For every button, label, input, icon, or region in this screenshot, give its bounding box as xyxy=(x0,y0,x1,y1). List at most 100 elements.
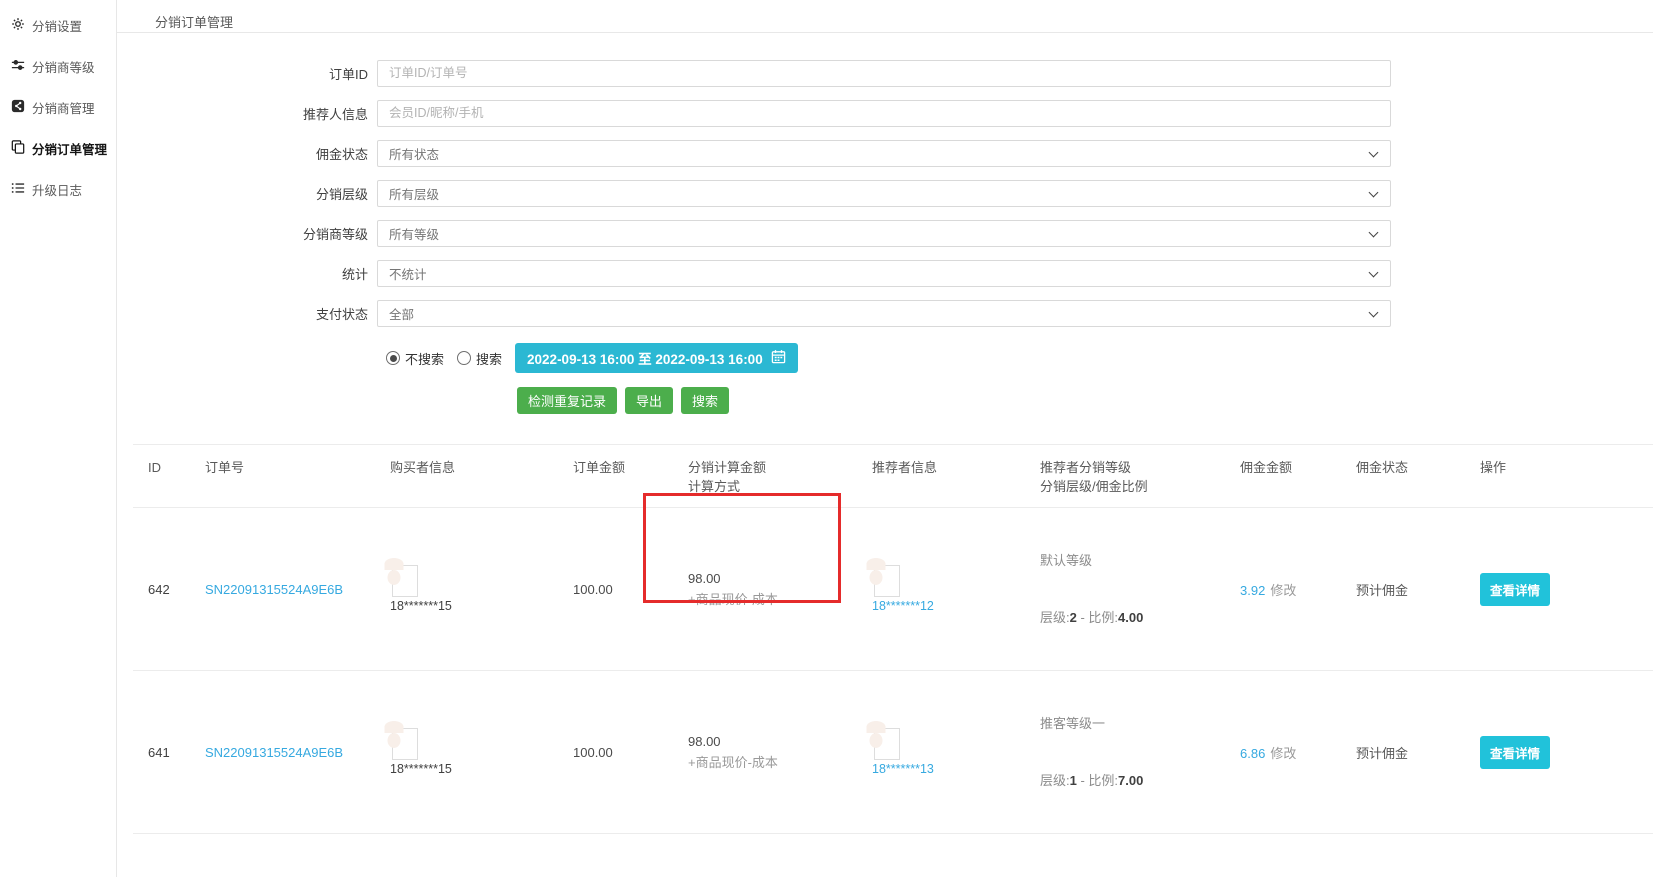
radio-search[interactable]: 搜索 xyxy=(457,349,502,368)
filter-label: 分销层级 xyxy=(315,186,368,202)
calc-method: +商品现价-成本 xyxy=(688,754,778,770)
view-detail-button[interactable]: 查看详情 xyxy=(1480,572,1551,606)
filter-select[interactable]: 全部 xyxy=(377,299,1391,327)
filter-select[interactable]: 所有状态 xyxy=(377,139,1391,167)
radio-search-label: 搜索 xyxy=(476,351,503,367)
order-amount: 100.00 xyxy=(573,581,613,597)
filter-row: 统计 不统计 xyxy=(117,253,1653,293)
sidebar-item-label: 分销商等级 xyxy=(32,61,95,75)
avatar xyxy=(874,565,900,597)
header-line1: 分销计算金额 xyxy=(688,460,767,475)
buyer-info: 18*******15 xyxy=(390,565,573,613)
header-line1: 订单金额 xyxy=(573,460,626,475)
table-row: 640 SN220913143156079C 18*******15 100.0… xyxy=(133,833,1653,877)
filter-text-input[interactable] xyxy=(377,99,1391,127)
sidebar-item-label: 升级日志 xyxy=(32,184,83,198)
table-header-cell: 推荐者分销等级 分销层级/佣金比例 xyxy=(1040,458,1240,496)
table-row: 641 SN22091315524A9E6B 18*******15 100.0… xyxy=(133,670,1653,833)
level-name: 推客等级一 xyxy=(1040,716,1106,731)
radio-no-search[interactable]: 不搜索 xyxy=(386,349,444,368)
calc-amount: 98.00 xyxy=(688,733,721,749)
table-header-cell: 订单金额 xyxy=(573,458,688,477)
chevron-down-icon xyxy=(1368,307,1379,317)
chevron-down-icon xyxy=(1368,267,1379,277)
referrer-info: 18*******12 xyxy=(872,565,1040,613)
header-line1: 佣金金额 xyxy=(1240,460,1293,475)
filter-row: 订单ID xyxy=(117,53,1653,93)
sidebar-item-distributor-management[interactable]: 分销商管理 xyxy=(0,87,116,128)
commission-cell: 3.92 修改 xyxy=(1240,580,1356,599)
sidebar-item-distributor-levels[interactable]: 分销商等级 xyxy=(0,46,116,87)
commission-edit-link[interactable]: 修改 xyxy=(1270,582,1297,598)
sliders-icon xyxy=(11,58,25,75)
tab-distribution-orders[interactable]: 分销订单管理 xyxy=(155,15,234,30)
header-line1: 推荐者信息 xyxy=(872,460,938,475)
share-icon xyxy=(11,99,25,116)
date-range-button[interactable]: 2022-09-13 16:00 至 2022-09-13 16:00 xyxy=(515,343,798,373)
select-value: 所有等级 xyxy=(389,227,440,242)
header-line2: 计算方式 xyxy=(688,479,741,494)
radio-no-search-control[interactable] xyxy=(386,351,400,365)
radio-search-control[interactable] xyxy=(457,351,472,365)
avatar xyxy=(392,565,418,597)
sidebar-item-label: 分销商管理 xyxy=(32,102,95,116)
order-id: 642 xyxy=(148,581,170,597)
order-number-link[interactable]: SN22091315524A9E6B xyxy=(205,581,344,597)
sidebar-item-label: 分销订单管理 xyxy=(32,143,108,157)
filter-row: 分销层级 所有层级 xyxy=(117,173,1653,213)
export-button[interactable]: 导出 xyxy=(625,387,674,414)
calc-amount-cell: 98.00 +商品现价-成本 xyxy=(688,734,872,771)
view-detail-button[interactable]: 查看详情 xyxy=(1480,735,1551,769)
select-value: 不统计 xyxy=(389,267,427,282)
commission-edit-link[interactable]: 修改 xyxy=(1270,745,1297,761)
chevron-down-icon xyxy=(1368,227,1379,237)
date-range-text: 2022-09-13 16:00 至 2022-09-13 16:00 xyxy=(527,352,763,367)
referrer-info: 18*******13 xyxy=(872,728,1040,776)
level-name: 默认等级 xyxy=(1040,553,1093,568)
referrer-level-cell: 推客等级一 层级:1 - 比例:7.00 xyxy=(1040,676,1240,828)
level-detail: 层级:1 - 比例:7.00 xyxy=(1040,773,1144,788)
commission-cell: 6.86 修改 xyxy=(1240,743,1356,762)
avatar xyxy=(392,728,418,760)
filter-select[interactable]: 所有等级 xyxy=(377,219,1391,247)
header-line1: ID xyxy=(148,460,161,475)
sidebar-item-upgrade-log[interactable]: 升级日志 xyxy=(0,169,116,210)
table-header-cell: 分销计算金额 计算方式 xyxy=(688,458,872,496)
referrer-phone-link[interactable]: 18*******13 xyxy=(872,762,934,776)
main-content: 分销订单管理 订单ID 推荐人信息 佣金状态 所有状态 分销层级 所有层级 分销… xyxy=(117,0,1653,877)
sidebar-item-distribution-orders[interactable]: 分销订单管理 xyxy=(0,128,116,169)
sidebar: 分销设置 分销商等级 分销商管理 分销订单管理 升级日志 xyxy=(0,0,117,877)
buyer-phone: 18*******15 xyxy=(390,762,452,776)
filter-row: 支付状态 全部 xyxy=(117,293,1653,333)
action-cell: 查看详情 xyxy=(1480,572,1653,606)
table-header-cell: 订单号 xyxy=(205,458,390,477)
search-mode-row: 不搜索 搜索 2022-09-13 16:00 至 2022-09-13 16:… xyxy=(386,341,1653,375)
filter-row: 推荐人信息 xyxy=(117,93,1653,133)
filter-row: 佣金状态 所有状态 xyxy=(117,133,1653,173)
calc-method: +商品现价-成本 xyxy=(688,591,778,607)
tab-bar: 分销订单管理 xyxy=(117,0,1653,33)
select-value: 所有状态 xyxy=(389,147,440,162)
search-button[interactable]: 搜索 xyxy=(681,387,730,414)
filter-select[interactable]: 不统计 xyxy=(377,259,1391,287)
chevron-down-icon xyxy=(1368,147,1379,157)
order-amount: 100.00 xyxy=(573,744,613,760)
filter-select[interactable]: 所有层级 xyxy=(377,179,1391,207)
order-number-link[interactable]: SN22091315524A9E6B xyxy=(205,744,344,760)
check-duplicates-button[interactable]: 检测重复记录 xyxy=(517,387,618,414)
sidebar-item-distribution-settings[interactable]: 分销设置 xyxy=(0,5,116,46)
select-value: 全部 xyxy=(389,307,415,322)
calc-amount-cell: 98.00 +商品现价-成本 xyxy=(688,571,872,608)
referrer-phone-link[interactable]: 18*******12 xyxy=(872,599,934,613)
avatar xyxy=(874,728,900,760)
commission-status: 预计佣金 xyxy=(1356,582,1409,598)
filter-text-input[interactable] xyxy=(377,59,1391,87)
commission-status: 预计佣金 xyxy=(1356,745,1409,761)
gear-icon xyxy=(11,17,25,34)
buyer-phone: 18*******15 xyxy=(390,599,452,613)
level-detail: 层级:2 - 比例:4.00 xyxy=(1040,610,1144,625)
sidebar-item-label: 分销设置 xyxy=(32,20,83,34)
table-row: 642 SN22091315524A9E6B 18*******15 100.0… xyxy=(133,507,1653,670)
header-line1: 佣金状态 xyxy=(1356,460,1409,475)
